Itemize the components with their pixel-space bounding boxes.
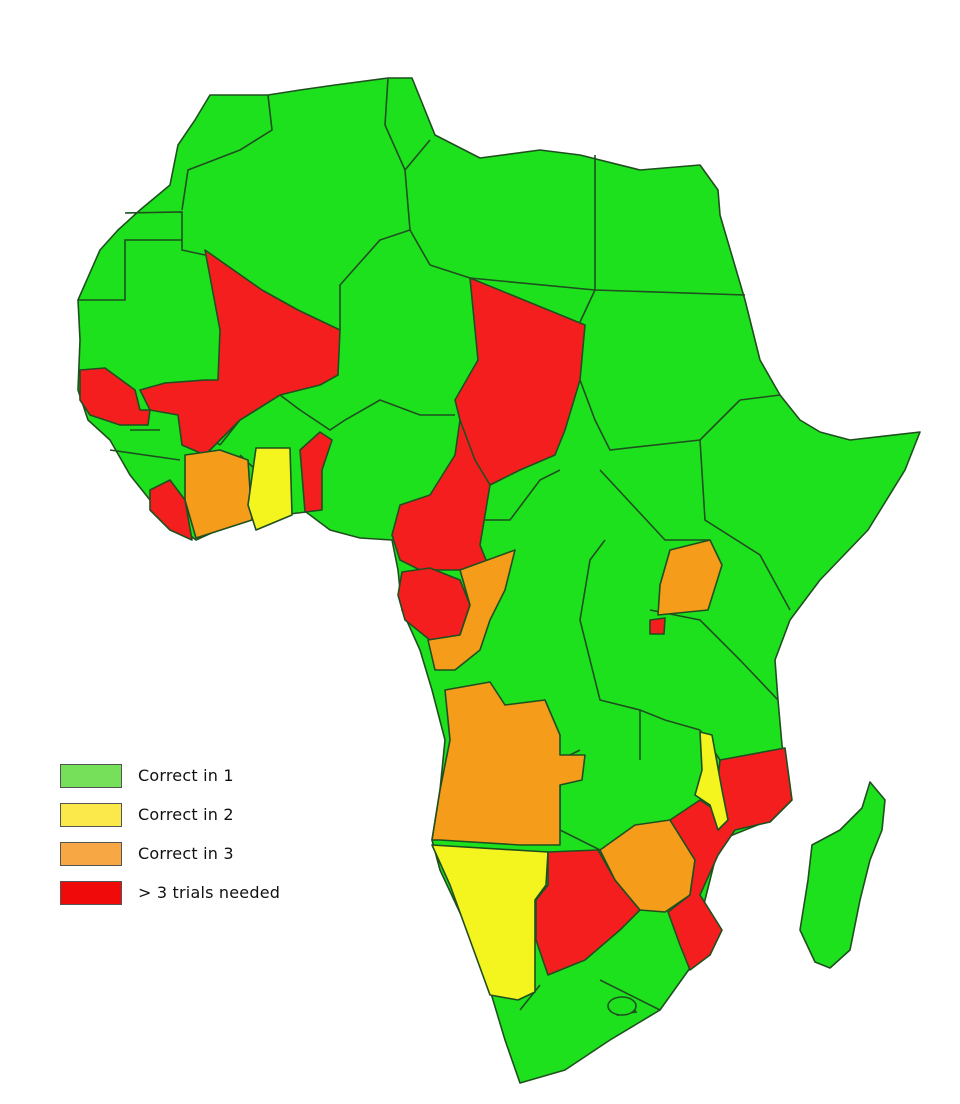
legend-label: Correct in 3 — [138, 844, 234, 863]
legend-label: > 3 trials needed — [138, 883, 281, 902]
legend: Correct in 1 Correct in 2 Correct in 3 >… — [60, 756, 280, 912]
legend-swatch-green — [60, 763, 122, 788]
region-liberia — [149, 479, 193, 541]
legend-item-correct-3: Correct in 3 — [60, 834, 280, 873]
region-angola — [431, 681, 586, 846]
region-cote-divoire — [184, 449, 253, 539]
region-lesotho — [607, 996, 637, 1016]
legend-swatch-orange — [60, 841, 122, 866]
region-chad — [454, 277, 586, 486]
legend-item-correct-2: Correct in 2 — [60, 795, 280, 834]
legend-label: Correct in 1 — [138, 766, 234, 785]
region-cameroon — [391, 419, 491, 571]
region-senegal — [79, 367, 151, 426]
region-benin — [299, 431, 333, 513]
region-congo — [427, 549, 516, 671]
region-malawi — [694, 731, 729, 831]
region-ghana — [247, 447, 293, 531]
region-madagascar — [799, 781, 886, 969]
region-rwanda — [649, 617, 666, 635]
region-namibia — [431, 844, 549, 1001]
legend-item-more-trials: > 3 trials needed — [60, 873, 280, 912]
region-mozambique — [667, 747, 793, 971]
region-uganda — [657, 539, 723, 616]
legend-label: Correct in 2 — [138, 805, 234, 824]
legend-swatch-yellow — [60, 802, 122, 827]
legend-swatch-red — [60, 880, 122, 905]
legend-item-correct-1: Correct in 1 — [60, 756, 280, 795]
